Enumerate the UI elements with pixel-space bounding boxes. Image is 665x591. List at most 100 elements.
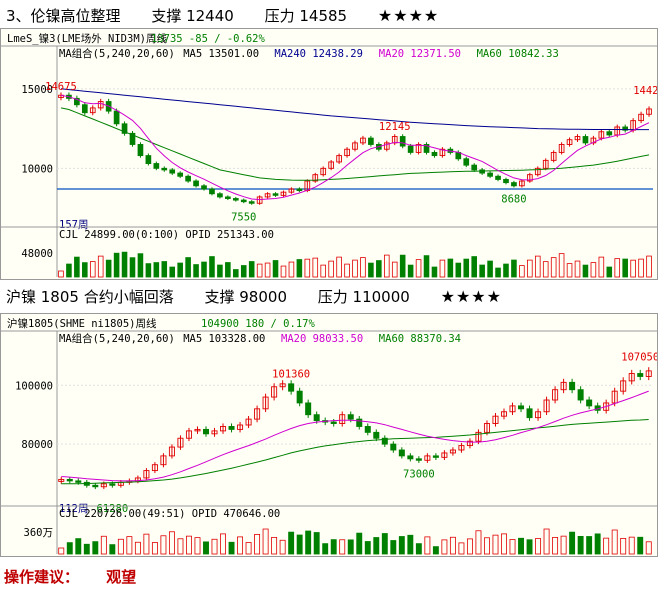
volume-bar — [630, 259, 636, 278]
volume-bar — [305, 530, 312, 555]
candle-up — [598, 131, 605, 139]
advice-value: 观望 — [106, 568, 137, 586]
volume-bar — [117, 538, 124, 555]
candle-up — [220, 426, 227, 432]
candle-up — [58, 94, 64, 98]
candle-up — [344, 148, 350, 157]
price-annotation: 14420 — [633, 85, 657, 97]
volume-bar — [143, 533, 150, 555]
volume-bar — [168, 531, 175, 555]
candle-down — [109, 483, 116, 486]
candle-up — [320, 167, 327, 176]
candle-up — [449, 449, 456, 454]
section1-resistance: 压力 14585 — [264, 7, 348, 25]
section1-support: 支撑 12440 — [151, 7, 234, 25]
ma20-line — [60, 94, 650, 201]
volume-bar — [455, 262, 462, 278]
candle-down — [381, 437, 388, 445]
volume-bar — [328, 260, 334, 278]
candle-down — [161, 167, 168, 171]
candle-up — [509, 405, 516, 413]
volume-bar — [74, 256, 80, 278]
volume-bar — [161, 261, 168, 278]
price-annotation: 73000 — [403, 469, 435, 481]
candle-down — [356, 418, 363, 427]
volume-bar — [330, 539, 337, 555]
volume-bar — [262, 528, 269, 555]
section2-resistance: 压力 110000 — [317, 288, 410, 306]
volume-bar — [432, 546, 439, 555]
price-annotation: 107050 — [621, 352, 657, 364]
volume-bar — [552, 536, 559, 555]
section1-rating-stars: ★★★★ — [377, 6, 440, 25]
ma5-legend: MA5 103328.00 — [183, 333, 265, 345]
volume-tick-label: 48000 — [21, 248, 53, 260]
candle-down — [586, 399, 593, 407]
candle-up — [254, 408, 261, 420]
candle-up — [466, 440, 473, 447]
chart-header-quote: 104900 180 / 0.17% — [201, 318, 315, 330]
volume-bar — [484, 537, 490, 555]
candle-down — [373, 431, 380, 439]
ma240-line — [60, 88, 649, 131]
volume-bar — [501, 533, 507, 555]
volume-bar — [509, 539, 516, 555]
candle-down — [185, 175, 191, 182]
volume-bar — [391, 261, 398, 278]
volume-bar — [211, 538, 218, 555]
volume-bar — [519, 265, 525, 278]
shfe-nickel-chart: 沪镍1805(SHME ni1805)周线 104900 180 / 0.17% M… — [0, 313, 658, 557]
chart-header-quote: 13735 -85 / -0.62% — [151, 33, 265, 45]
candle-up — [424, 455, 431, 461]
chart-header-title: LmeS_镍3(LME场外 NID3M)周线 — [7, 32, 167, 45]
volume-bar — [169, 266, 176, 278]
volume-bar — [628, 536, 635, 555]
volume-bar — [449, 536, 456, 555]
candle-up — [574, 136, 581, 141]
candle-up — [535, 411, 542, 419]
candle-down — [407, 145, 414, 153]
ma60-line — [61, 419, 649, 485]
volume-bar — [645, 541, 652, 555]
candle-down — [431, 151, 438, 157]
volume-bar — [373, 537, 380, 555]
volume-bar — [390, 540, 397, 555]
candle-up — [185, 430, 192, 439]
candle-down — [201, 185, 207, 190]
volume-bar — [89, 261, 96, 278]
volume-bar — [264, 262, 271, 278]
candle-up — [58, 478, 65, 482]
volume-bar — [356, 532, 363, 555]
volume-bar — [209, 256, 215, 278]
volume-bar — [75, 538, 82, 555]
y-tick-label: 80000 — [21, 439, 53, 451]
candle-down — [511, 182, 517, 187]
volume-bar — [296, 534, 303, 555]
ma60-legend: MA60 10842.33 — [477, 48, 559, 60]
volume-bar — [458, 542, 465, 555]
candle-down — [503, 178, 509, 184]
candle-down — [622, 126, 629, 131]
volume-bar — [638, 258, 644, 278]
volume-bar — [237, 536, 244, 555]
volume-bar — [466, 538, 473, 555]
section1-heading: 3、伦镍高位整理 支撑 12440 压力 14585 ★★★★ — [6, 5, 465, 26]
lme-nickel-chart: LmeS_镍3(LME场外 NID3M)周线 13735 -85 / -0.62%… — [0, 28, 658, 280]
candle-down — [313, 414, 320, 422]
volume-bar — [415, 259, 422, 278]
candle-up — [97, 101, 104, 109]
volume-bar — [280, 265, 287, 278]
volume-bar — [320, 264, 326, 278]
volume-bar — [566, 263, 573, 278]
section2-rating-stars: ★★★★ — [440, 287, 502, 306]
candle-up — [262, 396, 269, 410]
volume-bar — [83, 543, 90, 555]
candle-up — [288, 188, 295, 193]
candle-down — [347, 414, 354, 420]
candle-down — [240, 199, 247, 203]
candle-down — [526, 408, 533, 419]
volume-bar — [614, 258, 621, 278]
volume-bar — [376, 260, 382, 278]
candle-down — [121, 123, 128, 134]
volume-bar — [272, 260, 279, 278]
